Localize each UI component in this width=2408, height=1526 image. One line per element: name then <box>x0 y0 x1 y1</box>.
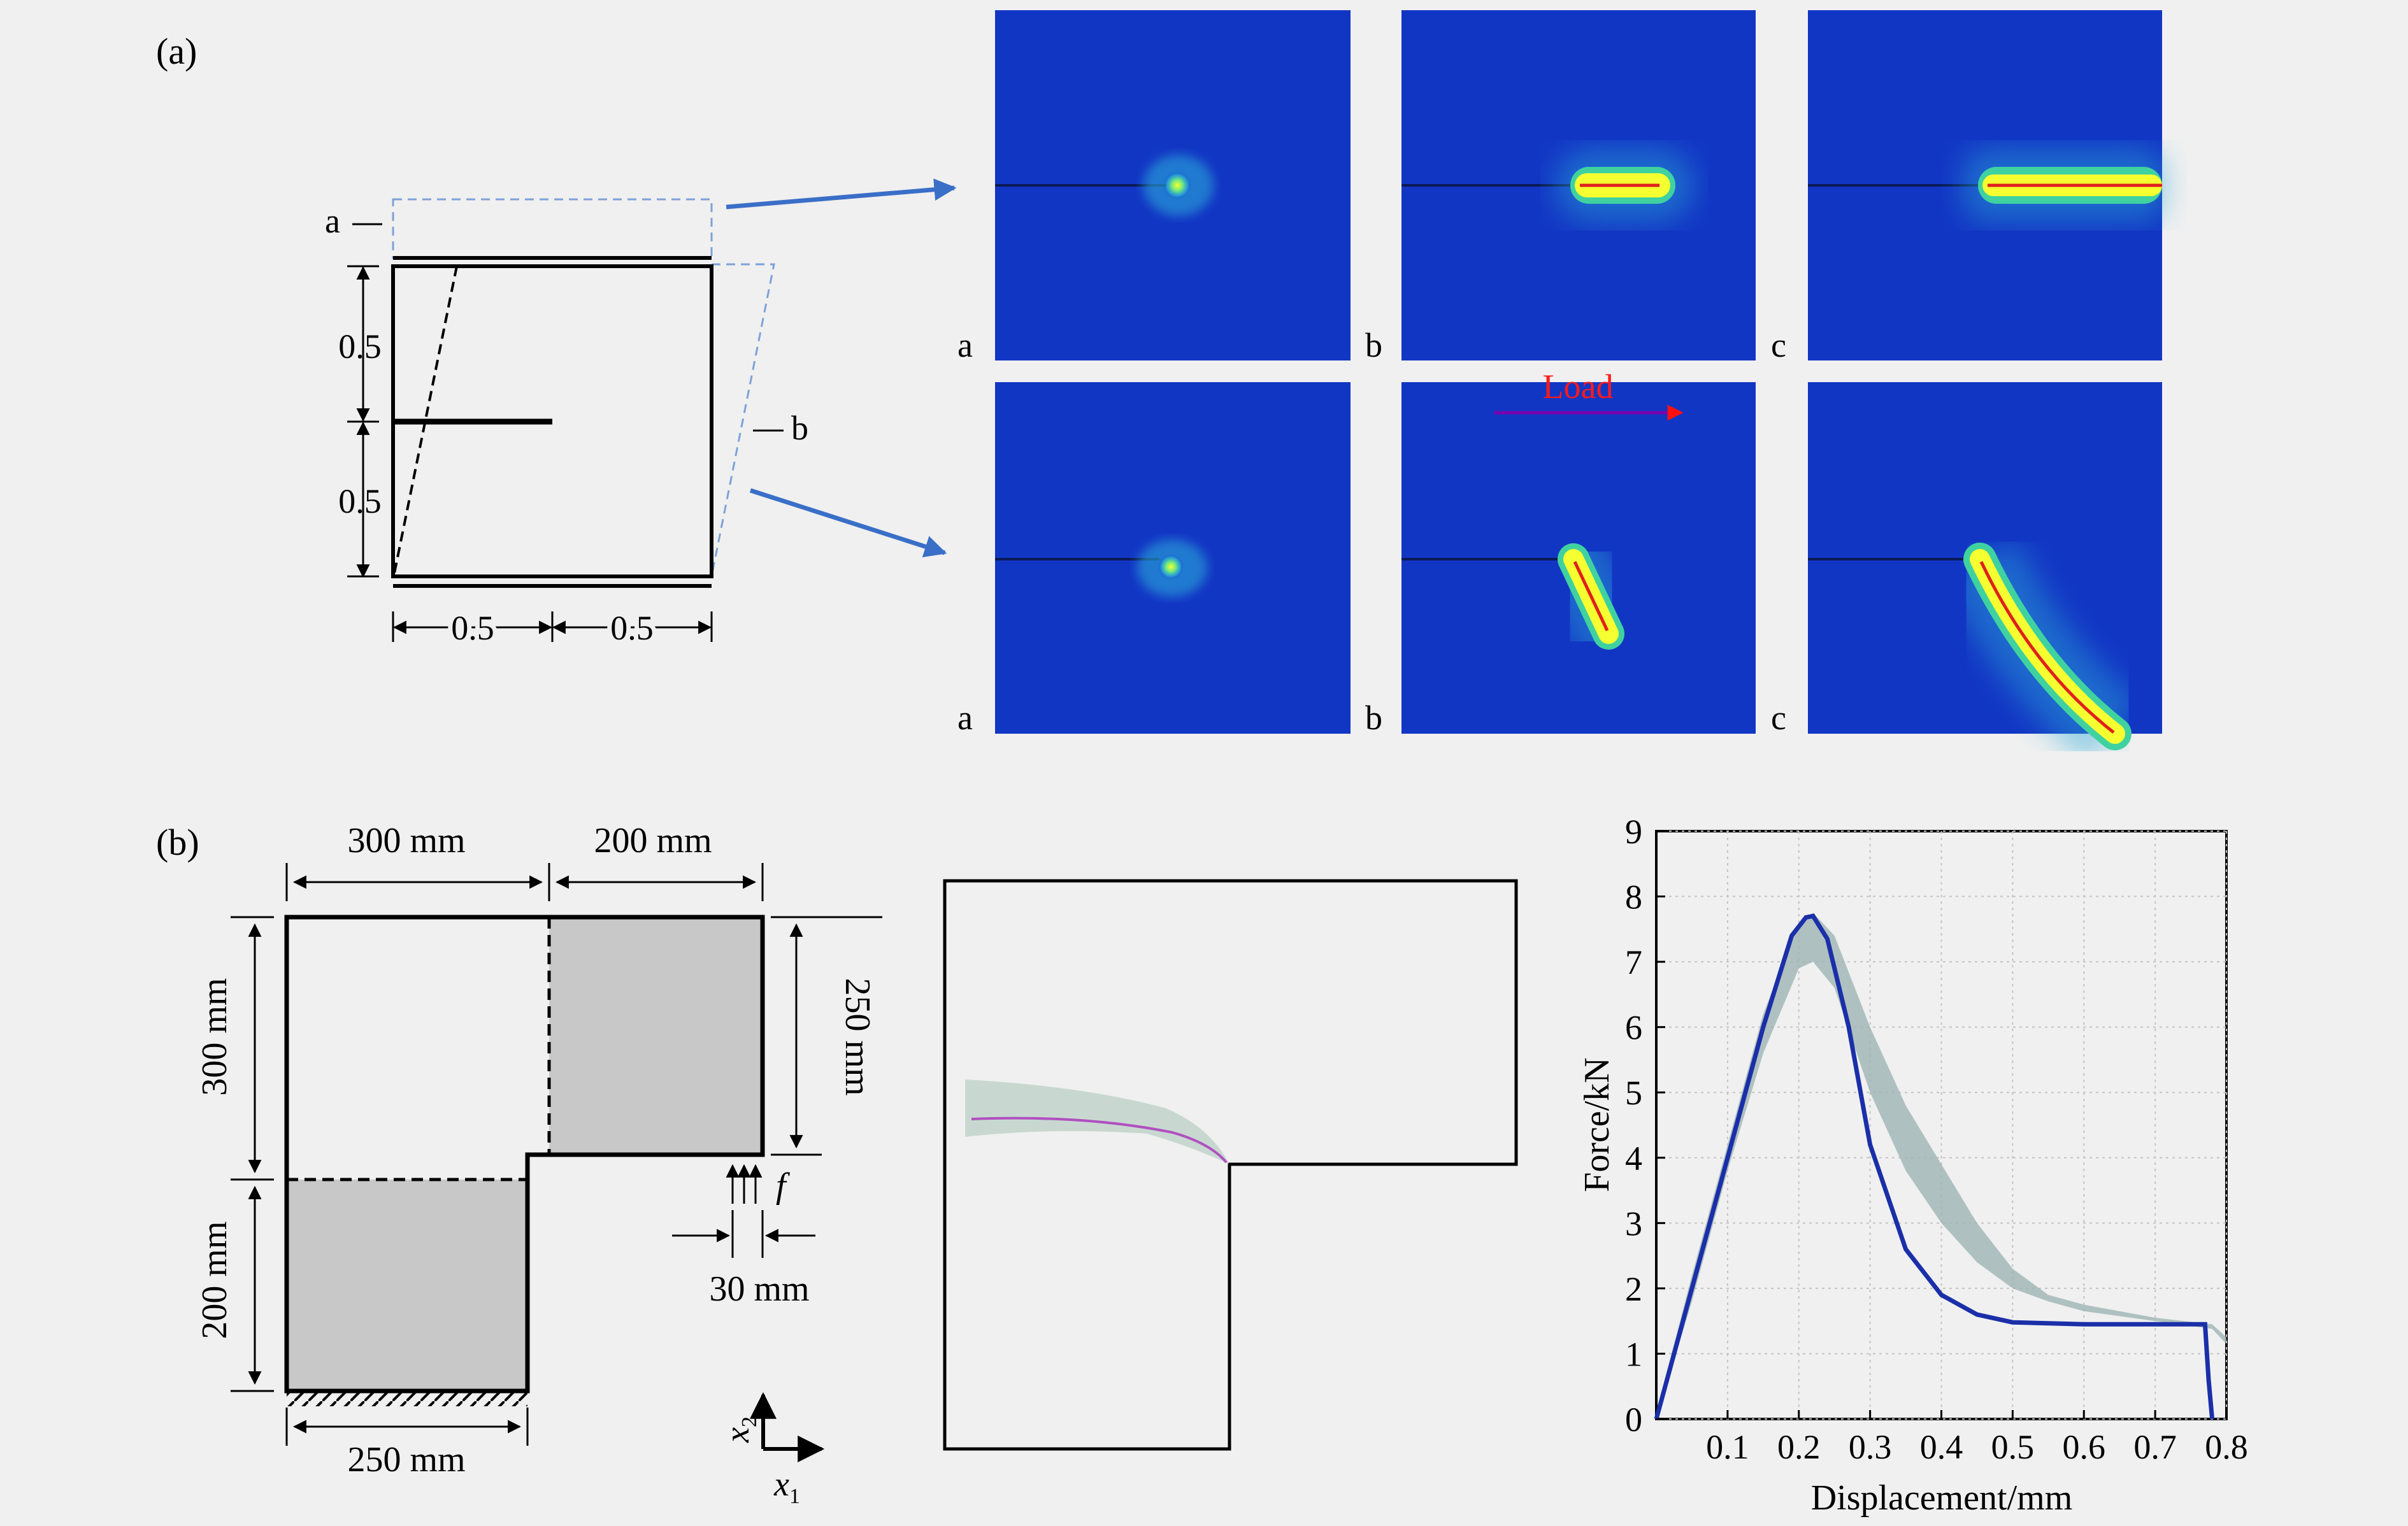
dim-left-lower-label: 200 mm <box>195 1221 234 1339</box>
state-a-label: a <box>325 202 340 240</box>
shaded-region-lower <box>287 1180 527 1391</box>
dim-right-label: 250 mm <box>838 978 877 1095</box>
chart-y-tick-label: 3 <box>1625 1204 1642 1243</box>
chart-y-tick-label: 2 <box>1625 1270 1642 1308</box>
dim-top-left-label: 300 mm <box>347 821 465 860</box>
deformed-config-a <box>392 198 713 259</box>
chart-y-tick-label: 7 <box>1625 943 1642 981</box>
panel-a-label: (a) <box>156 31 197 72</box>
chart-y-tick-label: 9 <box>1625 813 1642 851</box>
dim-upper-label: 0.5 <box>338 327 382 366</box>
axis-x1-label: x1 <box>773 1465 800 1508</box>
dim-left-upper-label: 300 mm <box>195 978 234 1095</box>
l-panel-result-outline <box>943 879 1518 1451</box>
chart-x-tick-label: 0.2 <box>1777 1428 1821 1466</box>
deformed-config-b <box>710 263 775 577</box>
shaded-region-upper <box>549 917 763 1155</box>
chart-x-tick-label: 0.4 <box>1920 1428 1963 1466</box>
chart-y-tick-label: 1 <box>1625 1335 1642 1373</box>
sim-tile-bottom-b: Load <box>1401 367 1756 734</box>
dim-bottom-label: 250 mm <box>347 1440 465 1480</box>
sim-label-bottom-c: c <box>1771 699 1786 737</box>
chart-y-tick-label: 0 <box>1625 1401 1642 1439</box>
sim-tile-bottom-a <box>995 382 1351 734</box>
axis-x2-symbol: x <box>718 1427 756 1443</box>
shear-diagonal <box>392 266 458 577</box>
chart-y-axis-label: Force/kN <box>1577 1057 1617 1192</box>
chart-series-band <box>1656 913 2226 1419</box>
dim-lower-label: 0.5 <box>338 482 382 520</box>
chart-x-ticks: 0.1 0.2 0.3 0.4 0.5 0.6 0.7 0.8 <box>1706 1410 2248 1466</box>
chart-x-tick-label: 0.7 <box>2133 1428 2177 1466</box>
chart-y-tick-label: 8 <box>1625 878 1642 916</box>
sim-row-shear: Load a b c <box>957 367 2162 767</box>
dim-right-label: 0.5 <box>610 609 654 647</box>
crack-path-result <box>943 879 1518 1451</box>
crack-path-line <box>971 1116 1228 1164</box>
sim-row-tension: a b c <box>957 10 2166 364</box>
force-displacement-chart: 0.1 0.2 0.3 0.4 0.5 0.6 0.7 0.8 0 1 2 3 4 5 6 7 8 9 Disp… <box>1577 813 2248 1518</box>
dim-top-right-label: 200 mm <box>594 821 712 860</box>
chart-x-axis-label: Displacement/mm <box>1811 1478 2073 1518</box>
dim-load-offset-label: 30 mm <box>709 1269 809 1309</box>
chart-x-tick-label: 0.6 <box>2063 1428 2106 1466</box>
fixed-support <box>287 1392 527 1406</box>
pointer-arrow-top <box>726 178 957 210</box>
load-symbol-f: f <box>776 1166 791 1206</box>
axis-x2-label: x2 <box>718 1416 761 1443</box>
sim-label-top-a: a <box>957 326 973 364</box>
chart-y-ticks: 0 1 2 3 4 5 6 7 8 9 <box>1625 813 1665 1439</box>
chart-y-tick-label: 5 <box>1625 1074 1642 1112</box>
chart-x-tick-label: 0.3 <box>1849 1428 1892 1466</box>
panel-b-schematic: 300 mm 200 mm 300 mm 200 mm 250 mm 250 m… <box>195 821 882 1508</box>
l-panel-outline <box>284 915 765 1394</box>
dim-left-label: 0.5 <box>451 609 494 647</box>
chart-grid <box>1656 831 2227 1420</box>
sim-tile-top-a <box>995 10 1351 360</box>
sim-tile-top-b <box>1401 10 1756 360</box>
axis-x1-sub: 1 <box>789 1485 800 1508</box>
sim-label-top-c: c <box>1771 326 1786 364</box>
panel-a-schematic: a b 0.5 0.5 0.5 0.5 <box>325 178 957 652</box>
sim-label-top-b: b <box>1365 326 1382 364</box>
sim-label-bottom-a: a <box>957 699 973 737</box>
sim-tile-top-c <box>1808 10 2166 360</box>
chart-y-tick-label: 6 <box>1625 1009 1642 1047</box>
load-label: Load <box>1543 367 1614 406</box>
chart-x-tick-label: 0.1 <box>1706 1428 1749 1466</box>
chart-y-tick-label: 4 <box>1625 1139 1642 1178</box>
axis-x2-sub: 2 <box>738 1416 761 1427</box>
axis-x1-symbol: x <box>773 1465 789 1503</box>
sim-label-bottom-b: b <box>1365 699 1382 737</box>
chart-x-tick-label: 0.8 <box>2205 1428 2248 1466</box>
chart-x-tick-label: 0.5 <box>1991 1428 2035 1466</box>
sim-tile-bottom-c <box>1808 382 2162 767</box>
panel-b-label: (b) <box>156 822 199 863</box>
chart-series-line <box>1654 913 2215 1420</box>
state-b-label: b <box>791 409 808 447</box>
pointer-arrow-bottom <box>749 488 947 558</box>
